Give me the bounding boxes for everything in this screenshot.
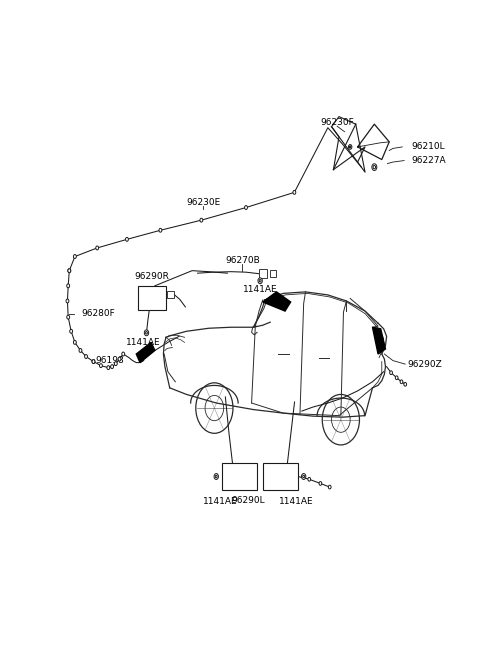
Text: 1141AE: 1141AE [243, 285, 277, 294]
Circle shape [373, 165, 375, 169]
Text: 96210L: 96210L [411, 142, 445, 152]
Circle shape [92, 359, 95, 363]
Circle shape [111, 365, 113, 369]
Text: 96280F: 96280F [82, 309, 115, 318]
Circle shape [68, 269, 71, 273]
Circle shape [68, 269, 71, 273]
Text: 96290L: 96290L [232, 496, 265, 505]
Text: 96230F: 96230F [320, 118, 354, 127]
Circle shape [293, 190, 296, 194]
Circle shape [96, 246, 98, 250]
Circle shape [92, 359, 95, 363]
Circle shape [67, 284, 70, 288]
Circle shape [303, 475, 305, 478]
FancyBboxPatch shape [270, 270, 276, 277]
Circle shape [122, 352, 125, 356]
Circle shape [308, 478, 311, 481]
Circle shape [118, 357, 121, 361]
Text: 96290Z: 96290Z [408, 359, 443, 369]
Circle shape [114, 361, 117, 365]
Circle shape [84, 355, 87, 358]
Polygon shape [372, 327, 385, 354]
FancyBboxPatch shape [222, 462, 257, 491]
Circle shape [328, 485, 331, 489]
Circle shape [259, 279, 261, 282]
Text: 1141AE: 1141AE [279, 497, 313, 506]
Circle shape [73, 255, 76, 258]
Circle shape [200, 218, 203, 222]
Circle shape [79, 348, 82, 352]
Circle shape [73, 340, 76, 344]
FancyBboxPatch shape [138, 286, 166, 310]
Circle shape [67, 315, 70, 319]
Circle shape [372, 164, 377, 171]
Text: 96230E: 96230E [186, 198, 220, 207]
Circle shape [66, 299, 69, 303]
Circle shape [126, 237, 128, 241]
Text: 1141AE: 1141AE [203, 497, 237, 506]
Circle shape [214, 474, 218, 480]
Text: 96290R: 96290R [134, 272, 169, 281]
Circle shape [99, 363, 102, 367]
Circle shape [258, 278, 262, 283]
Circle shape [404, 382, 407, 386]
Circle shape [107, 365, 110, 369]
Circle shape [396, 376, 398, 380]
Circle shape [301, 474, 306, 480]
Circle shape [390, 371, 393, 375]
FancyBboxPatch shape [263, 462, 298, 491]
Circle shape [245, 205, 247, 209]
Text: 96227A: 96227A [411, 156, 446, 165]
Circle shape [144, 330, 149, 336]
Circle shape [216, 475, 217, 478]
Circle shape [400, 380, 403, 384]
Circle shape [159, 228, 162, 232]
Circle shape [145, 331, 147, 334]
Text: 96198: 96198 [96, 356, 124, 365]
FancyBboxPatch shape [167, 291, 174, 298]
Polygon shape [263, 292, 290, 311]
Polygon shape [136, 342, 155, 363]
Text: 96270B: 96270B [225, 256, 260, 265]
Circle shape [349, 146, 351, 148]
Text: 1141AE: 1141AE [125, 338, 160, 348]
Circle shape [70, 329, 72, 333]
FancyBboxPatch shape [259, 269, 267, 278]
Circle shape [348, 144, 352, 150]
Circle shape [319, 482, 322, 485]
